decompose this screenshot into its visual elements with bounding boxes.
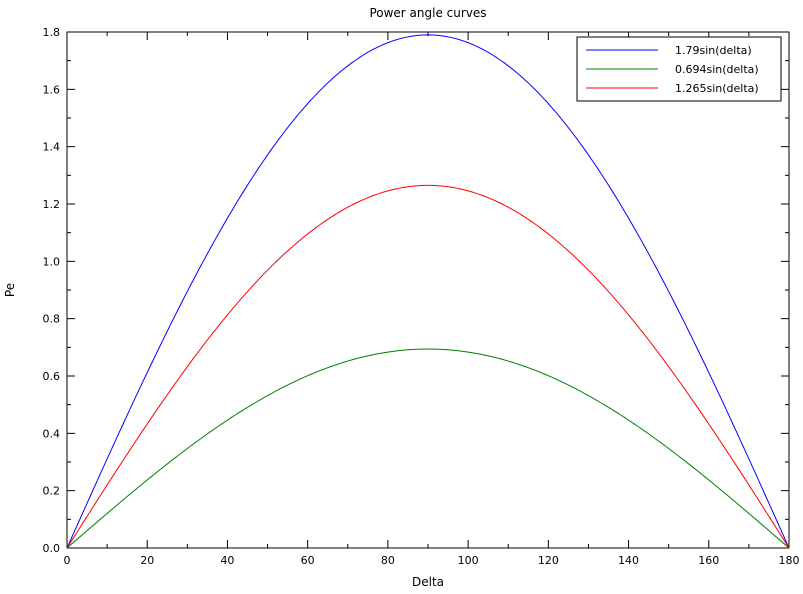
chart-title: Power angle curves (369, 6, 486, 20)
y-axis: 0.0 0.2 0.4 0.6 0.8 1.0 1.2 1.4 1.6 1.8 (43, 26, 789, 555)
x-axis: 0 20 40 60 80 100 120 140 160 180 (64, 32, 800, 567)
y-tick-label: 1.6 (43, 83, 61, 96)
x-axis-label: Delta (412, 575, 444, 589)
series-line-2 (66, 184, 790, 549)
x-tick-label: 160 (698, 554, 719, 567)
series-layer (66, 34, 790, 549)
y-tick-label: 0.0 (43, 542, 61, 555)
legend-label-2: 1.265sin(delta) (675, 82, 759, 95)
x-tick-label: 0 (64, 554, 71, 567)
legend: 1.79sin(delta) 0.694sin(delta) 1.265sin(de… (576, 36, 782, 102)
y-tick-label: 0.4 (43, 427, 61, 440)
y-tick-label: 1.0 (43, 255, 61, 268)
y-tick-label: 0.6 (43, 370, 61, 383)
series-line-0 (66, 34, 790, 549)
y-tick-label: 1.2 (43, 198, 61, 211)
y-tick-label: 1.4 (43, 141, 61, 154)
x-tick-label: 20 (140, 554, 154, 567)
x-tick-label: 40 (220, 554, 234, 567)
legend-label-0: 1.79sin(delta) (675, 44, 752, 57)
y-tick-label: 1.8 (43, 26, 61, 39)
y-axis-label: Pe (3, 283, 17, 297)
x-tick-label: 100 (458, 554, 479, 567)
x-tick-label: 120 (538, 554, 559, 567)
x-tick-label: 80 (381, 554, 395, 567)
x-tick-label: 180 (779, 554, 800, 567)
legend-label-1: 0.694sin(delta) (675, 63, 759, 76)
y-tick-label: 0.8 (43, 313, 61, 326)
y-tick-label: 0.2 (43, 485, 61, 498)
x-tick-label: 140 (618, 554, 639, 567)
x-tick-label: 60 (301, 554, 315, 567)
series-line-1 (66, 348, 790, 549)
